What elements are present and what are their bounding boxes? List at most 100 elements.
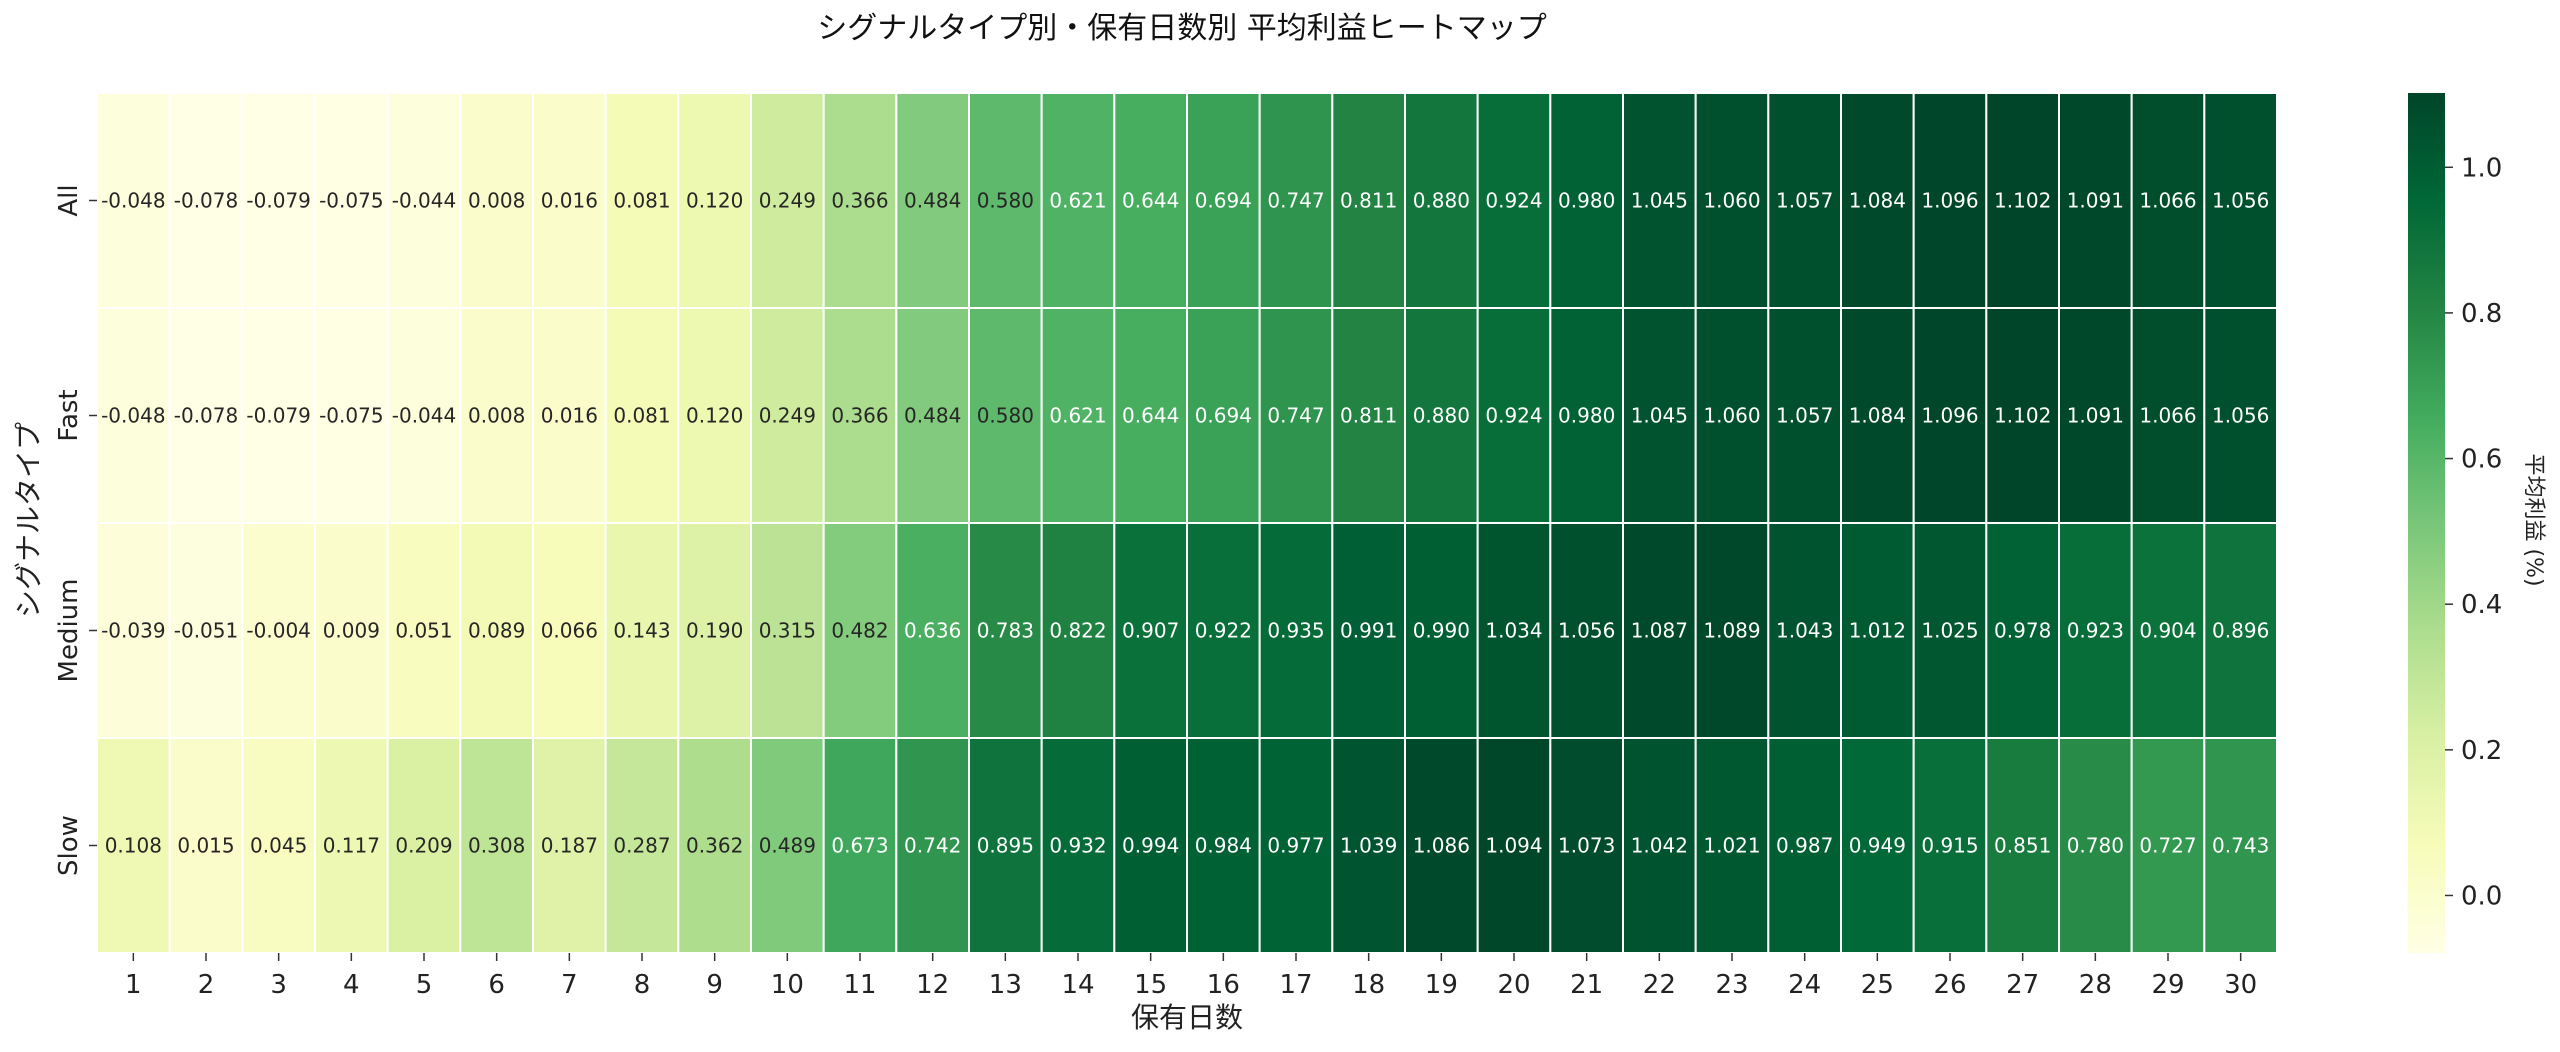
- cell-value-label: 0.747: [1267, 189, 1324, 213]
- cell-value-label: 0.362: [686, 834, 743, 858]
- x-tick-label: 25: [1861, 970, 1894, 1000]
- cell-value-label: 1.057: [1776, 189, 1833, 213]
- x-tick-label: 12: [916, 970, 949, 1000]
- cell-value-label: 0.051: [395, 619, 452, 643]
- cell-value-label: -0.075: [319, 189, 383, 213]
- cell-value-label: 0.922: [1195, 619, 1252, 643]
- x-tick-label: 23: [1715, 970, 1748, 1000]
- cell-value-label: 0.932: [1049, 834, 1106, 858]
- heatmap-cell: [314, 522, 389, 739]
- heatmap-cell: [1113, 307, 1189, 524]
- cell-value-label: 0.994: [1122, 834, 1179, 858]
- x-tick-label: 1: [125, 970, 142, 1000]
- x-tick-label: 30: [2224, 970, 2257, 1000]
- cell-value-label: 1.087: [1631, 619, 1688, 643]
- heatmap-cell: [895, 307, 970, 524]
- heatmap-cell: [750, 522, 825, 739]
- heatmap-cell: [1186, 92, 1261, 309]
- heatmap-cell: [1040, 522, 1116, 739]
- cell-value-label: 1.102: [1994, 404, 2051, 428]
- cell-value-label: 0.484: [904, 189, 961, 213]
- x-tick-label: 14: [1061, 970, 1094, 1000]
- heatmap-cell: [2130, 307, 2206, 524]
- cell-value-label: 1.034: [1485, 619, 1542, 643]
- heatmap-cell: [1476, 737, 1552, 954]
- cell-value-label: 1.094: [1485, 834, 1542, 858]
- colorbar-ticks: 0.0 0.2 0.4 0.6 0.8 1.0: [2445, 153, 2502, 911]
- colorbar-tick-label: 0.2: [2461, 736, 2502, 766]
- x-tick-label: 26: [1933, 970, 1966, 1000]
- cell-value-label: 0.117: [323, 834, 380, 858]
- heatmap-cell: [1767, 522, 1843, 739]
- heatmap-cell: [1622, 737, 1697, 954]
- chart-title: シグナルタイプ別・保有日数別 平均利益ヒートマップ: [817, 11, 1547, 46]
- y-tick-label: Medium: [54, 579, 84, 683]
- cell-value-label: 1.102: [1994, 189, 2051, 213]
- heatmap-cell: [604, 737, 680, 954]
- cell-value-label: 0.015: [177, 834, 234, 858]
- cell-value-label: 1.096: [1921, 404, 1978, 428]
- heatmap-cell: [96, 522, 171, 739]
- heatmap-cell: [1694, 737, 1770, 954]
- heatmap-cell: [96, 737, 171, 954]
- cell-value-label: 0.016: [541, 404, 598, 428]
- heatmap-cell: [2058, 737, 2133, 954]
- heatmap-cell: [2058, 92, 2133, 309]
- x-tick-label: 22: [1643, 970, 1676, 1000]
- colorbar: 0.0 0.2 0.4 0.6 0.8 1.0 平均利益 (%): [2408, 93, 2546, 953]
- cell-value-label: 0.991: [1340, 619, 1397, 643]
- cell-value-label: 0.915: [1921, 834, 1978, 858]
- cell-value-label: 0.896: [2212, 619, 2269, 643]
- heatmap-cell: [1040, 92, 1116, 309]
- heatmap-cell: [1331, 522, 1407, 739]
- heatmap-cell: [1258, 737, 1334, 954]
- heatmap-cell: [2203, 92, 2278, 309]
- cell-value-label: 0.045: [250, 834, 307, 858]
- cell-value-label: 0.747: [1267, 404, 1324, 428]
- cell-value-label: -0.075: [319, 404, 383, 428]
- cell-value-label: 0.580: [977, 404, 1034, 428]
- x-tick-label: 8: [634, 970, 651, 1000]
- heatmap-cell: [895, 92, 970, 309]
- cell-value-label: -0.039: [101, 619, 165, 643]
- cell-value-label: 0.009: [323, 619, 380, 643]
- cell-value-label: 0.694: [1195, 404, 1252, 428]
- heatmap-cell: [1694, 307, 1770, 524]
- colorbar-tick-label: 0.6: [2461, 445, 2502, 475]
- heatmap-cell: [1404, 92, 1479, 309]
- heatmap-cell: [1840, 737, 1915, 954]
- cell-value-label: -0.048: [101, 404, 165, 428]
- cell-value-label: 0.008: [468, 189, 525, 213]
- heatmap-cell: [1622, 92, 1697, 309]
- x-tick-label: 11: [843, 970, 876, 1000]
- heatmap-cell: [2130, 522, 2206, 739]
- cell-value-label: 0.066: [541, 619, 598, 643]
- cell-value-label: 1.091: [2067, 404, 2124, 428]
- cell-value-label: 0.978: [1994, 619, 2051, 643]
- heatmap-cell: [1258, 307, 1334, 524]
- x-tick-label: 16: [1207, 970, 1240, 1000]
- heatmap-cell: [2058, 522, 2133, 739]
- cell-value-label: 0.904: [2139, 619, 2196, 643]
- x-tick-label: 18: [1352, 970, 1385, 1000]
- cell-value-label: 1.084: [1849, 404, 1906, 428]
- x-tick-label: 13: [989, 970, 1022, 1000]
- heatmap-cell: [459, 522, 535, 739]
- cell-value-label: 1.056: [2212, 189, 2269, 213]
- heatmap-cell: [532, 307, 607, 524]
- heatmap-cell: [386, 737, 462, 954]
- cell-value-label: 1.021: [1703, 834, 1760, 858]
- x-tick-label: 2: [198, 970, 215, 1000]
- x-tick-label: 4: [343, 970, 360, 1000]
- cell-value-label: 0.636: [904, 619, 961, 643]
- cell-value-label: 0.308: [468, 834, 525, 858]
- x-tick-label: 7: [561, 970, 578, 1000]
- cell-value-label: 0.249: [759, 404, 816, 428]
- heatmap-cell: [750, 737, 825, 954]
- heatmap-cell: [1404, 307, 1479, 524]
- colorbar-gradient: [2408, 93, 2445, 953]
- y-tick-label: Slow: [54, 815, 84, 876]
- x-tick-label: 3: [270, 970, 287, 1000]
- cell-value-label: 0.081: [613, 404, 670, 428]
